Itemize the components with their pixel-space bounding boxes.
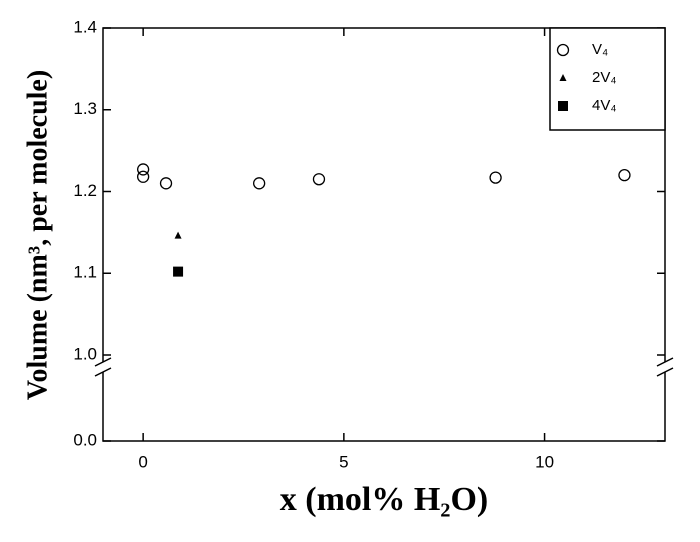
axis-break-mark: [656, 367, 674, 377]
x-tick-label: 5: [339, 452, 348, 471]
y-tick-label: 1.0: [73, 344, 97, 363]
legend-marker: [558, 101, 568, 111]
data-point: [489, 171, 502, 184]
legend-label: V₄: [592, 41, 608, 58]
data-point: [136, 170, 150, 183]
data-point: [253, 177, 266, 190]
data-point: [174, 231, 182, 239]
data-point: [618, 168, 631, 182]
plot-frame: [102, 27, 666, 442]
data-point: [159, 177, 173, 190]
data-point: [173, 266, 184, 277]
y-axis-title: Volume (nm³, per molecule): [22, 70, 53, 400]
legend-marker: [559, 74, 567, 81]
axis-break-mark: [94, 367, 112, 377]
legend-box: [549, 27, 666, 131]
x-axis-title: x (mol% H₂O): [280, 481, 489, 518]
y-tick-label: 1.3: [73, 99, 97, 118]
axis-break-mark: [656, 357, 674, 367]
y-tick-label: 1.2: [73, 181, 97, 200]
legend-label: 2V₄: [592, 69, 616, 86]
y-tick-label: 0.0: [73, 430, 97, 449]
legend-label: 4V₄: [592, 97, 616, 114]
data-point: [136, 163, 150, 176]
legend-marker: [556, 43, 570, 57]
y-tick-label: 1.4: [73, 17, 97, 36]
x-tick-label: 0: [138, 452, 147, 471]
y-tick-label: 1.1: [73, 263, 97, 282]
data-point: [312, 173, 326, 186]
axis-break-gap: [100, 362, 106, 372]
x-tick-label: 10: [535, 452, 554, 471]
axis-break-gap: [662, 362, 668, 372]
axis-break-mark: [94, 357, 112, 367]
